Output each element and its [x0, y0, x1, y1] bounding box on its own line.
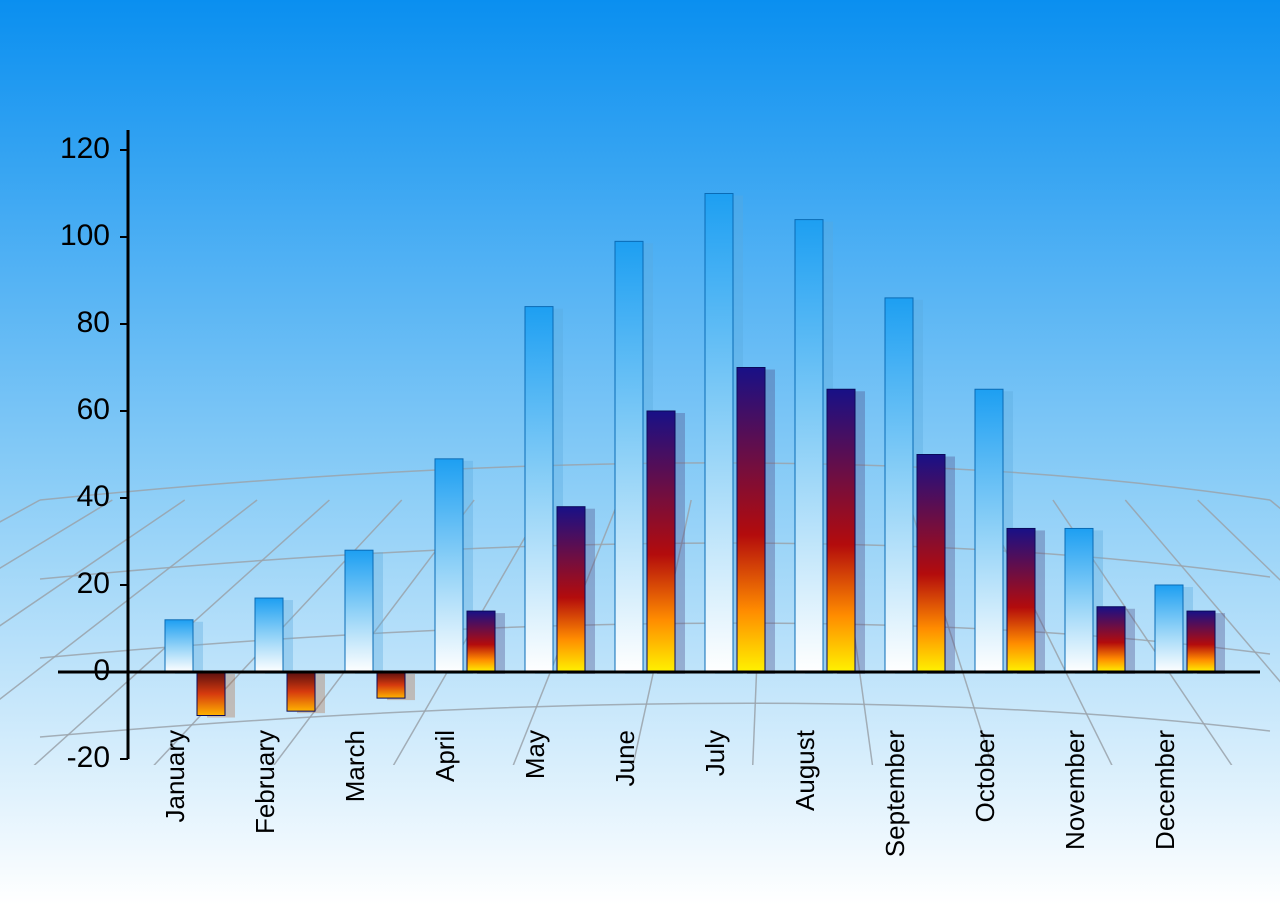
bar-series-a	[525, 307, 553, 672]
bar-series-b	[737, 368, 765, 673]
monthly-bar-chart: -20 0 20 40 60 80 100 120 January February March A…	[0, 0, 1280, 905]
x-category-label: October	[970, 730, 1000, 823]
x-category-label: July	[700, 730, 730, 776]
x-category-label: May	[520, 730, 550, 779]
bar-series-b	[1007, 528, 1035, 672]
bar-series-b	[557, 507, 585, 672]
bar-series-a	[345, 550, 373, 672]
bar-series-a	[165, 620, 193, 672]
y-tick-label: 0	[93, 654, 110, 687]
bar-series-a	[435, 459, 463, 672]
bar-series-b	[917, 455, 945, 673]
bar-series-b	[467, 611, 495, 672]
bar-series-a	[705, 194, 733, 673]
bar-series-a	[885, 298, 913, 672]
x-category-label: June	[610, 730, 640, 786]
bar-series-b	[647, 411, 675, 672]
bar-series-b	[377, 672, 405, 698]
x-category-label: December	[1150, 730, 1180, 850]
y-tick-label: -20	[67, 741, 110, 774]
x-category-label: March	[340, 730, 370, 802]
bar-series-a	[795, 220, 823, 672]
bar-series-a	[615, 241, 643, 672]
bar-series-a	[1155, 585, 1183, 672]
y-tick-label: 80	[77, 306, 110, 339]
y-tick-label: 120	[60, 132, 110, 165]
bar-series-b	[197, 672, 225, 716]
bar-series-a	[1065, 528, 1093, 672]
bar-series-a	[255, 598, 283, 672]
y-tick-label: 60	[77, 393, 110, 426]
bar-series-b	[287, 672, 315, 711]
x-category-label: September	[880, 730, 910, 858]
x-category-label: November	[1060, 730, 1090, 850]
y-tick-label: 20	[77, 567, 110, 600]
bar-series-b	[827, 389, 855, 672]
x-category-label: February	[250, 730, 280, 834]
bar-series-b	[1187, 611, 1215, 672]
chart-stage: { "chart": { "type": "bar-grouped", "wid…	[0, 0, 1280, 905]
y-tick-label: 100	[60, 219, 110, 252]
y-tick-label: 40	[77, 480, 110, 513]
x-category-label: August	[790, 729, 820, 811]
x-category-label: April	[430, 730, 460, 782]
bar-series-a	[975, 389, 1003, 672]
bar-series-b	[1097, 607, 1125, 672]
x-category-label: January	[160, 730, 190, 823]
